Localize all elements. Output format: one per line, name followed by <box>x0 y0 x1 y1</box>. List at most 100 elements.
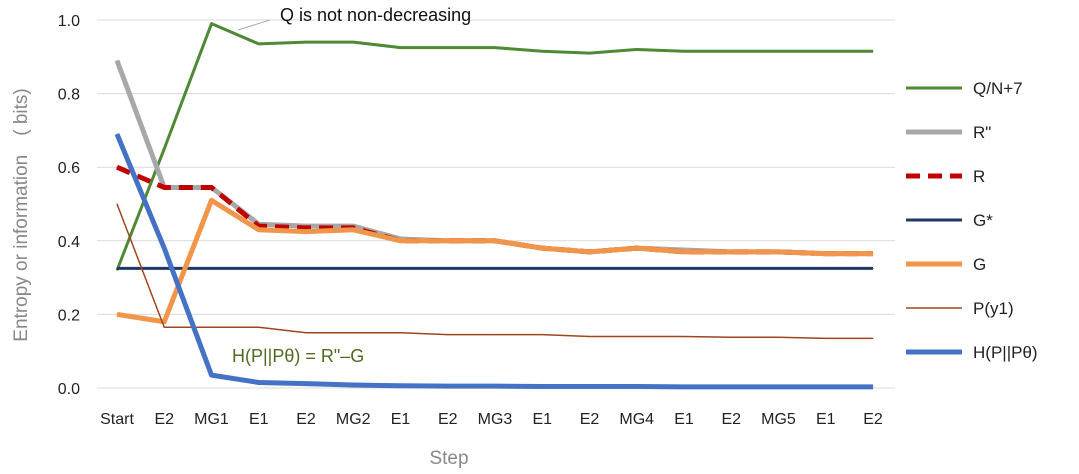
data-point-g <box>636 247 638 249</box>
x-tick-label: MG4 <box>619 411 654 428</box>
x-tick-label: E1 <box>249 411 269 428</box>
data-point-q-n-7 <box>825 50 827 52</box>
data-point-g <box>211 199 212 201</box>
data-point-g <box>305 231 307 233</box>
legend-label-q-n-7: Q/N+7 <box>973 79 1023 98</box>
data-point-q-n-7 <box>778 50 779 52</box>
legend-label-r: R" <box>973 123 991 142</box>
data-point-h-p-p <box>636 386 638 388</box>
data-point-g <box>211 267 212 269</box>
x-tick-label: E1 <box>674 411 694 428</box>
data-point-q-n-7 <box>352 41 354 43</box>
data-point-p-y1 <box>163 326 165 328</box>
data-point-q-n-7 <box>163 148 165 150</box>
data-point-p-y1 <box>778 336 779 338</box>
data-point-r <box>116 166 118 168</box>
annotation-pointer <box>237 19 271 31</box>
data-point-q-n-7 <box>447 47 449 49</box>
data-point-q-n-7 <box>494 47 496 49</box>
x-tick-label: MG5 <box>761 411 796 428</box>
x-axis-title: Step <box>429 448 468 469</box>
data-point-q-n-7 <box>400 47 401 49</box>
series-line-h-p-p <box>114 133 873 390</box>
data-point-g <box>163 321 165 323</box>
data-point-g <box>352 229 354 231</box>
data-point-h-p-p <box>447 385 449 387</box>
data-point-g <box>400 267 401 269</box>
x-tick-label: MG1 <box>194 411 229 428</box>
x-tick-label: E2 <box>154 411 174 428</box>
y-tick-label: 0.8 <box>58 87 80 104</box>
data-point-r <box>211 186 212 188</box>
data-point-p-y1 <box>116 203 118 205</box>
data-point-g <box>116 313 118 315</box>
data-point-p-y1 <box>589 335 590 337</box>
data-point-h-p-p <box>825 386 827 388</box>
data-point-h-p-p <box>494 385 496 387</box>
series-line-p-y1 <box>116 203 873 340</box>
x-tick-label: E2 <box>438 411 458 428</box>
data-point-h-p-p <box>872 386 874 388</box>
x-tick-label: E2 <box>296 411 316 428</box>
data-point-h-p-p <box>730 386 732 388</box>
data-point-g <box>778 251 779 253</box>
data-point-g <box>258 267 260 269</box>
data-point-r <box>305 227 307 229</box>
data-point-g <box>352 267 354 269</box>
data-point-r <box>163 186 165 188</box>
data-point-g <box>872 267 874 269</box>
data-point-r <box>258 225 260 227</box>
data-point-g <box>447 240 449 242</box>
data-point-h-p-p <box>163 247 165 249</box>
data-point-p-y1 <box>494 334 496 336</box>
legend-label-p-y1: P(y1) <box>973 299 1014 318</box>
data-point-q-n-7 <box>305 41 307 43</box>
data-point-q-n-7 <box>730 50 732 52</box>
data-point-g <box>683 251 685 253</box>
series-line-r <box>114 59 873 257</box>
data-point-q-n-7 <box>872 50 874 52</box>
data-point-p-y1 <box>636 335 638 337</box>
legend-label-r: R <box>973 167 985 186</box>
data-point-p-y1 <box>400 332 401 334</box>
x-tick-label: E2 <box>721 411 741 428</box>
y-axis-title: Entropy or information ( bits) <box>11 88 32 341</box>
data-point-q-n-7 <box>589 52 590 54</box>
data-point-g <box>872 253 874 255</box>
data-point-p-y1 <box>825 337 827 339</box>
data-point-g <box>825 253 827 255</box>
data-point-p-y1 <box>872 337 874 339</box>
data-point-g <box>258 229 260 231</box>
x-tick-label: E1 <box>391 411 411 428</box>
data-point-h-p-p <box>258 381 260 383</box>
data-point-q-n-7 <box>683 50 685 52</box>
data-point-p-y1 <box>352 332 354 334</box>
data-point-h-p-p <box>211 374 212 376</box>
data-point-g <box>541 267 543 269</box>
data-point-q-n-7 <box>116 269 118 271</box>
y-tick-label: 0.6 <box>58 160 80 177</box>
data-point-g <box>400 240 401 242</box>
data-point-p-y1 <box>258 326 260 328</box>
data-point-p-y1 <box>683 335 685 337</box>
data-point-g <box>730 267 732 269</box>
y-tick-label: 0.4 <box>58 234 80 251</box>
x-tick-label: Start <box>100 411 134 428</box>
data-point-g <box>589 267 590 269</box>
data-point-r <box>116 59 118 61</box>
data-point-p-y1 <box>305 332 307 334</box>
annotation-q-not-non-decreasing: Q is not non-decreasing <box>280 5 471 25</box>
data-point-h-p-p <box>305 383 307 385</box>
x-tick-label: E1 <box>816 411 836 428</box>
data-point-g <box>305 267 307 269</box>
data-point-h-p-p <box>400 385 401 387</box>
data-point-g <box>778 267 779 269</box>
data-point-g <box>636 267 638 269</box>
data-point-g <box>589 251 590 253</box>
y-tick-label: 1.0 <box>58 13 80 30</box>
data-point-h-p-p <box>683 386 685 388</box>
data-point-g <box>494 267 496 269</box>
legend: Q/N+7 R" R G* G P(y1) H(P||Pθ) <box>906 79 1038 362</box>
data-point-q-n-7 <box>258 43 260 45</box>
